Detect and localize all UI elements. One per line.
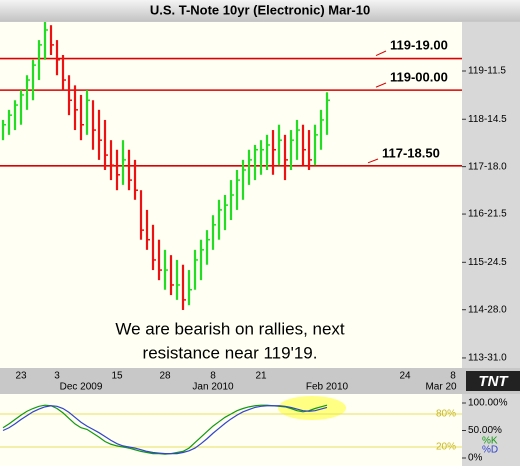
x-month-label: Dec 2009: [60, 382, 103, 393]
annotation: We are bearish on rallies, next: [115, 319, 345, 338]
level-label: 119-19.00: [390, 37, 448, 52]
x-tick-label: 8: [210, 371, 216, 382]
y-tick-label: 115-24.5: [468, 257, 507, 268]
y-tick-label: 113-31.0: [468, 353, 507, 364]
x-tick-label: 3: [54, 371, 60, 382]
x-month-label: Mar 20: [425, 382, 457, 393]
x-tick-label: 8: [450, 371, 456, 382]
logo-box: [466, 371, 520, 391]
chart-title: U.S. T-Note 10yr (Electronic) Mar-10: [150, 2, 370, 17]
stoch-level-label: 80%: [436, 409, 456, 420]
legend-entry: %D: [482, 445, 498, 456]
level-pointer: [367, 158, 379, 164]
level-label: 117-18.50: [382, 145, 440, 160]
legend-entry: %K: [482, 436, 498, 447]
y-tick-label: 119-11.5: [468, 66, 506, 77]
stoch-tick-label: 0%: [468, 453, 483, 464]
stoch-tick-label: 50.00%: [468, 425, 502, 436]
level-label: 119-00.00: [390, 69, 448, 84]
x-month-label: Feb 2010: [306, 382, 349, 393]
stoch-tick-label: 100.00%: [468, 398, 508, 409]
price-axis: [462, 22, 520, 368]
stochastic-panel: [0, 394, 462, 466]
x-month-label: Jan 2010: [192, 382, 234, 393]
stochastic-axis: [462, 394, 520, 466]
x-tick-label: 21: [255, 371, 267, 382]
logo: TNT: [478, 373, 509, 390]
annotation: resistance near 119'19.: [143, 343, 318, 362]
stoch-level-label: 20%: [436, 442, 456, 453]
stoch-line: [2, 405, 328, 455]
level-pointer: [375, 50, 387, 56]
y-tick-label: 118-14.5: [468, 114, 507, 125]
x-tick-label: 23: [15, 371, 27, 382]
y-tick-label: 116-21.5: [468, 209, 507, 220]
y-tick-label: 117-18.0: [468, 161, 507, 172]
y-tick-label: 114-28.0: [468, 304, 507, 315]
level-pointer: [375, 82, 387, 88]
x-tick-label: 24: [399, 371, 411, 382]
x-tick-label: 15: [111, 371, 123, 382]
title-bar: [0, 0, 520, 21]
x-tick-label: 28: [159, 371, 171, 382]
